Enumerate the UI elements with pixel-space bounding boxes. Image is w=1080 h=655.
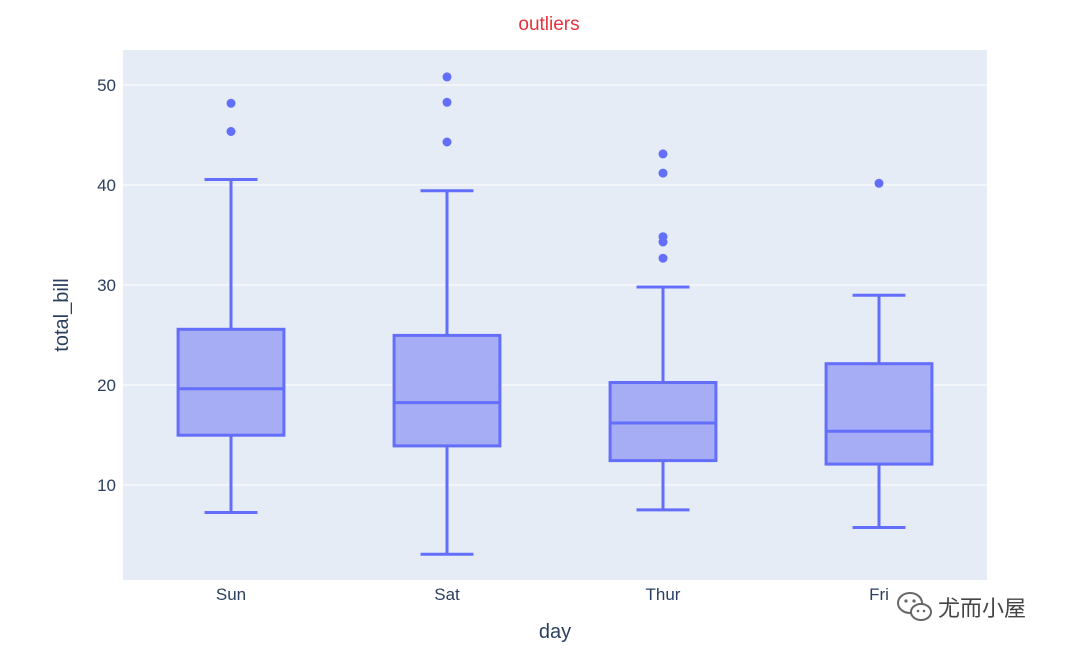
- outlier-point: [658, 253, 668, 263]
- y-tick-label: 30: [97, 276, 116, 295]
- plot-background: [123, 50, 987, 580]
- y-tick-label: 40: [97, 176, 116, 195]
- outlier-point: [658, 168, 668, 178]
- outlier-point: [226, 127, 236, 136]
- outlier-point: [226, 98, 236, 108]
- iqr-box: [392, 333, 502, 448]
- wechat-icon: [897, 592, 932, 621]
- x-tick-label: Sun: [216, 585, 246, 604]
- y-axis-ticks: 10 20 30 40 50: [97, 76, 116, 495]
- box-sun: [176, 98, 286, 514]
- box-fri: [824, 178, 934, 529]
- x-tick-label: Sat: [434, 585, 460, 604]
- outlier-point: [442, 137, 452, 147]
- outlier-point: [658, 232, 668, 242]
- y-tick-label: 10: [97, 476, 116, 495]
- watermark: 尤而小屋: [897, 592, 1026, 622]
- outlier-point: [442, 97, 452, 107]
- chart-title: outliers: [518, 14, 579, 35]
- boxes: [176, 72, 934, 556]
- x-axis-title: day: [539, 621, 571, 643]
- y-axis-title: total_bill: [51, 278, 73, 351]
- outlier-point: [442, 72, 452, 82]
- iqr-box: [176, 327, 286, 437]
- y-tick-label: 50: [97, 76, 116, 95]
- box-sat: [392, 72, 502, 556]
- iqr-box: [824, 362, 934, 466]
- x-tick-label: Fri: [869, 585, 889, 604]
- x-tick-label: Thur: [646, 585, 681, 604]
- outlier-point: [658, 149, 668, 159]
- outlier-point: [874, 178, 884, 188]
- box-thur: [608, 149, 718, 512]
- y-tick-label: 20: [97, 376, 116, 395]
- watermark-text: 尤而小屋: [938, 597, 1026, 622]
- x-axis-ticks: Sun Sat Thur Fri: [216, 585, 889, 604]
